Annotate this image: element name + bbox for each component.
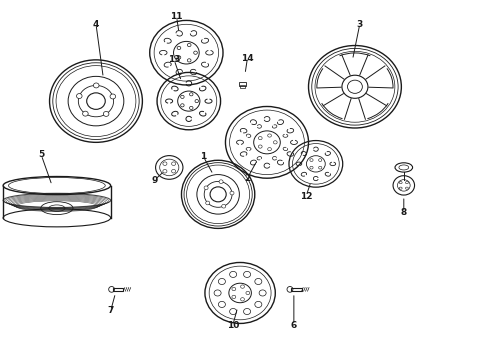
Ellipse shape [230,271,237,278]
Ellipse shape [268,148,271,151]
Ellipse shape [310,166,313,169]
Ellipse shape [190,106,193,109]
Text: 1: 1 [200,152,207,161]
Ellipse shape [76,94,82,99]
Ellipse shape [232,287,236,291]
Ellipse shape [258,145,262,148]
Ellipse shape [190,93,193,96]
Text: 10: 10 [226,321,239,330]
Ellipse shape [232,295,236,298]
Ellipse shape [268,134,271,137]
Ellipse shape [405,187,408,189]
Ellipse shape [83,111,88,116]
Ellipse shape [195,99,198,103]
Ellipse shape [219,301,225,307]
Ellipse shape [194,51,197,54]
Bar [240,85,245,88]
Ellipse shape [103,112,109,116]
Ellipse shape [110,94,116,99]
Ellipse shape [181,104,184,107]
Ellipse shape [221,204,226,208]
Ellipse shape [219,180,223,184]
Text: 5: 5 [38,150,45,159]
Ellipse shape [244,309,250,315]
Ellipse shape [94,83,99,88]
Ellipse shape [399,181,402,184]
Ellipse shape [255,278,262,284]
Bar [239,82,246,86]
Text: 14: 14 [241,54,254,63]
Text: 8: 8 [401,208,407,217]
Ellipse shape [214,290,221,296]
Ellipse shape [177,56,181,59]
Ellipse shape [318,159,322,162]
Ellipse shape [163,170,167,173]
Ellipse shape [230,191,234,195]
Ellipse shape [258,136,262,140]
Ellipse shape [399,187,402,189]
Ellipse shape [310,159,313,162]
Ellipse shape [273,141,277,144]
Ellipse shape [318,166,322,169]
Text: 6: 6 [291,321,297,330]
Ellipse shape [172,170,176,173]
Ellipse shape [405,181,408,184]
Ellipse shape [244,271,250,278]
Ellipse shape [204,186,208,190]
Ellipse shape [230,309,237,315]
Text: 4: 4 [93,19,99,28]
Text: 9: 9 [151,176,158,185]
Text: 2: 2 [245,174,250,183]
Ellipse shape [187,59,191,62]
Ellipse shape [163,162,167,166]
Ellipse shape [241,298,245,301]
Text: 12: 12 [300,192,312,201]
Ellipse shape [241,285,245,288]
Ellipse shape [187,44,191,47]
Ellipse shape [255,301,262,307]
Ellipse shape [206,201,210,205]
Ellipse shape [246,291,250,294]
Text: 11: 11 [171,12,183,21]
Ellipse shape [259,290,266,296]
Text: 7: 7 [107,306,114,315]
Bar [113,288,123,291]
Text: 13: 13 [168,55,180,64]
Bar [291,288,302,291]
Text: 3: 3 [357,19,363,28]
Ellipse shape [177,46,181,50]
Ellipse shape [219,278,225,284]
Ellipse shape [172,162,176,166]
Ellipse shape [181,95,184,99]
